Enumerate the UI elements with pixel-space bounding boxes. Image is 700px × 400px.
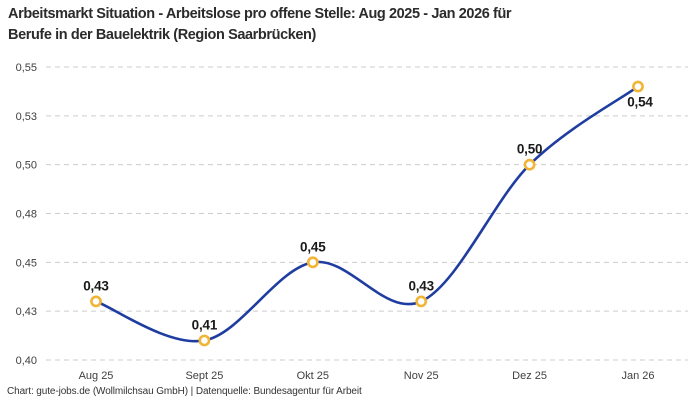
data-point-marker xyxy=(523,158,536,171)
x-tick-label: Jan 26 xyxy=(621,370,654,382)
data-point-marker xyxy=(90,295,102,308)
data-point-marker xyxy=(632,80,644,93)
y-tick-label: 0,40 xyxy=(16,355,37,367)
y-tick-label: 0,50 xyxy=(16,160,37,172)
y-tick-label: 0,45 xyxy=(16,257,37,269)
data-point-label: 0,43 xyxy=(83,278,109,293)
data-point-label: 0,50 xyxy=(517,142,542,157)
chart-attribution: Chart: gute-jobs.de (Wollmilchsau GmbH) … xyxy=(7,386,362,397)
chart-title-line1: Arbeitsmarkt Situation - Arbeitslose pro… xyxy=(8,6,512,22)
x-tick-label: Nov 25 xyxy=(404,370,439,382)
y-tick-label: 0,53 xyxy=(16,111,37,123)
data-point-marker xyxy=(415,295,428,308)
data-point-marker xyxy=(198,334,211,347)
x-tick-label: Aug 25 xyxy=(79,370,114,382)
x-tick-label: Okt 25 xyxy=(297,370,329,382)
data-point-marker xyxy=(306,256,319,269)
y-tick-label: 0,48 xyxy=(16,209,37,221)
y-tick-label: 0,55 xyxy=(16,62,37,74)
series-line xyxy=(94,85,640,343)
x-tick-label: Dez 25 xyxy=(512,370,547,382)
y-tick-label: 0,43 xyxy=(16,306,37,318)
chart-title-line2: Berufe in der Bauelektrik (Region Saarbr… xyxy=(8,27,316,43)
data-point-label: 0,54 xyxy=(627,95,653,110)
data-point-label: 0,43 xyxy=(408,278,434,293)
chart-title: Arbeitsmarkt Situation - Arbeitslose pro… xyxy=(8,4,512,46)
x-tick-label: Sept 25 xyxy=(185,370,223,382)
data-point-label: 0,41 xyxy=(192,317,218,332)
data-point-label: 0,45 xyxy=(300,239,326,254)
